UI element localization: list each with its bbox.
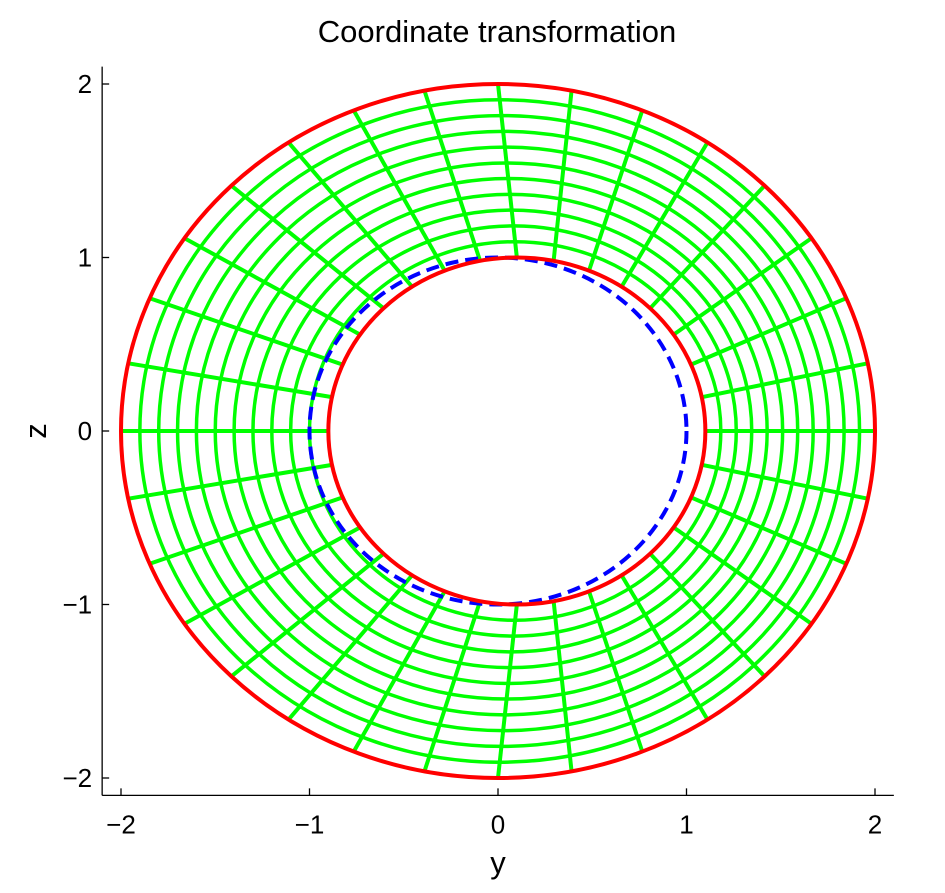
mesh-radial-line	[183, 525, 362, 626]
mesh-radial-line	[127, 361, 333, 400]
mesh-radial-line	[551, 90, 574, 262]
mesh-radial-line	[648, 184, 767, 310]
mesh-radial-line	[672, 236, 813, 337]
mesh-circle	[213, 161, 800, 701]
mesh-radial-line	[587, 590, 645, 753]
chart-title: Coordinate transformation	[318, 14, 676, 49]
mesh-radial-line	[496, 604, 519, 779]
mesh-radial-line	[551, 600, 574, 772]
x-tick-label: 2	[868, 809, 882, 839]
mesh-circle	[156, 113, 846, 749]
mesh-radial-line	[287, 141, 414, 289]
inner-boundary-circle	[326, 255, 708, 607]
mesh-circle	[138, 98, 862, 764]
x-tick-label: 1	[679, 809, 693, 839]
mesh-circle	[194, 145, 815, 717]
y-tick-label: −1	[62, 590, 92, 620]
boundary-layer	[119, 82, 877, 780]
x-tick-label: −1	[295, 809, 325, 839]
mesh-circle	[288, 224, 739, 638]
mesh-radial-line	[672, 525, 813, 626]
mesh-radial-line	[619, 141, 710, 288]
mesh-circle	[232, 176, 785, 686]
y-tick-label: 2	[78, 69, 92, 99]
y-axis-label: z	[18, 423, 53, 439]
mesh-radial-line	[648, 552, 767, 678]
mesh-radial-line	[587, 109, 645, 272]
mesh-radial-line	[422, 600, 482, 772]
mesh-radial-line	[230, 552, 385, 678]
mesh-radial-line	[701, 462, 869, 501]
x-axis-label: y	[490, 845, 506, 880]
mesh-radial-line	[230, 184, 385, 310]
mesh-radial-line	[183, 236, 362, 337]
y-tick-label: −2	[62, 763, 92, 793]
outer-boundary-circle	[119, 82, 877, 780]
mesh-layer	[121, 83, 875, 779]
mesh-circle	[251, 192, 769, 670]
reference-circle	[307, 255, 689, 607]
mesh-radial-line	[690, 296, 848, 367]
mesh-radial-line	[690, 495, 848, 566]
x-tick-label: 0	[491, 809, 505, 839]
mesh-circle	[270, 208, 754, 654]
y-tick-label: 0	[78, 416, 92, 446]
y-tick-label: 1	[78, 243, 92, 273]
mesh-radial-line	[351, 109, 447, 272]
mesh-radial-line	[496, 83, 519, 258]
axes-layer: −2 −1 0 1 2 −2 −1 0 1 2	[62, 66, 894, 839]
mesh-radial-line	[422, 90, 482, 262]
mesh-radial-line	[351, 590, 447, 753]
mesh-radial-line	[149, 495, 344, 566]
mesh-radial-line	[701, 361, 869, 400]
mesh-radial-line	[149, 296, 344, 367]
mesh-radial-line	[127, 462, 333, 501]
mesh-circle	[175, 129, 831, 733]
mesh-radial-line	[287, 573, 414, 721]
x-tick-label: −2	[106, 809, 136, 839]
mesh-radial-line	[619, 574, 710, 721]
